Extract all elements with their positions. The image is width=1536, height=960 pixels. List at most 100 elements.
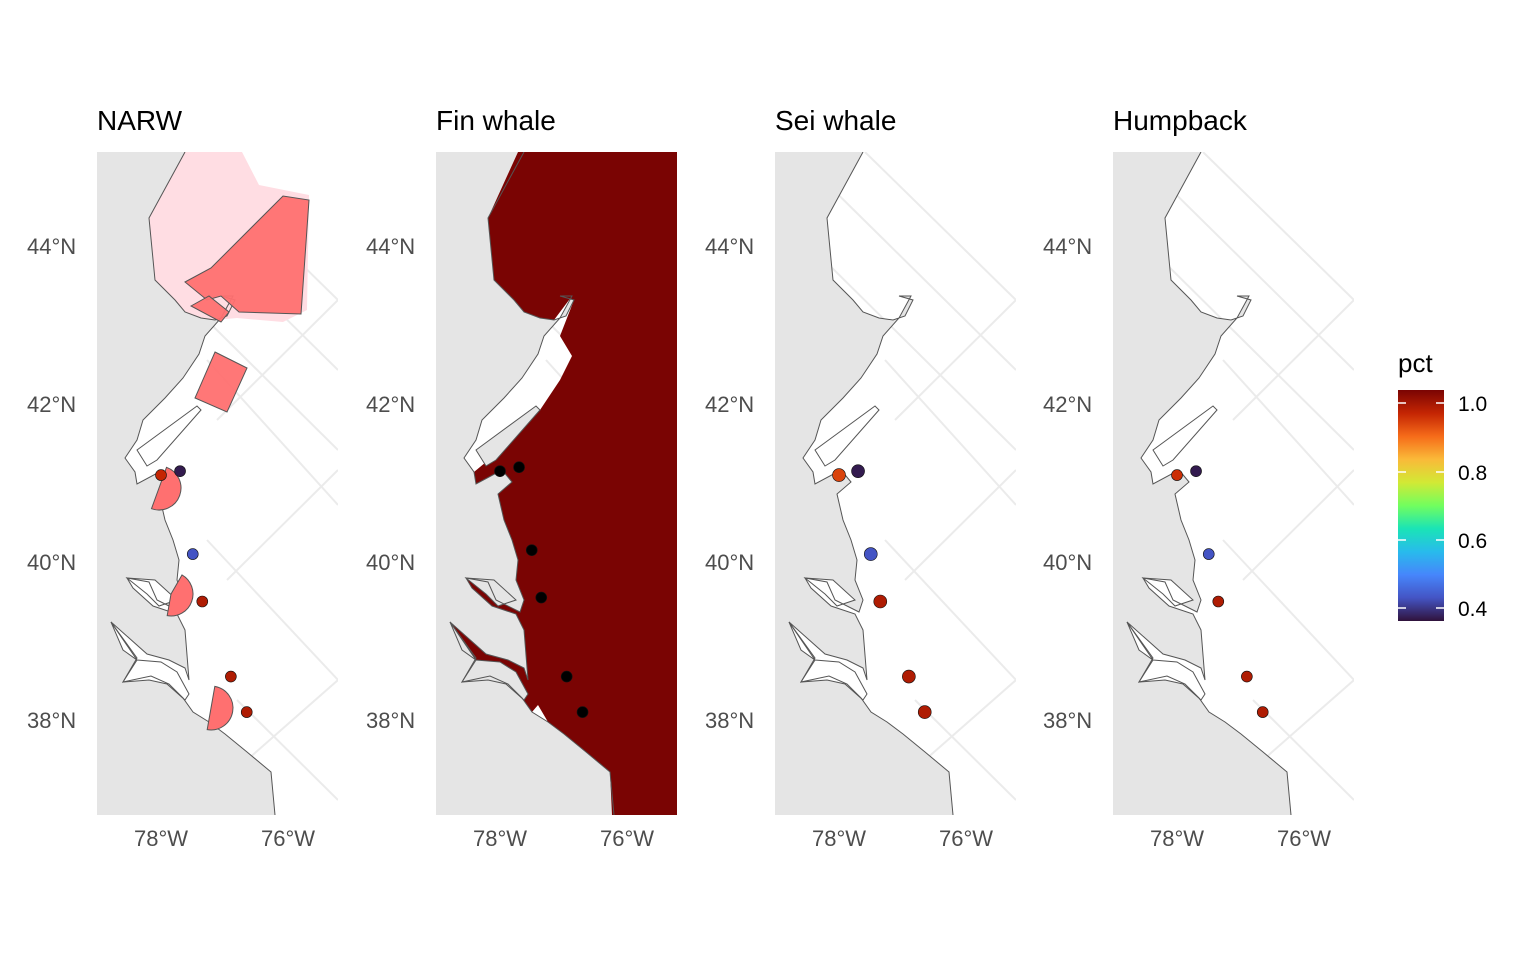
- panel-fin-whale: Fin whale 44°N 42°N 40°N 38°N 78°W 76°W: [366, 105, 677, 851]
- graticule-line: [884, 359, 1016, 506]
- lat-tick-label: 38°N: [1043, 708, 1092, 733]
- lat-tick-label: 38°N: [705, 708, 754, 733]
- sighting-point: [525, 544, 538, 556]
- sighting-point: [1256, 706, 1269, 718]
- sighting-point: [832, 468, 846, 482]
- legend-label-1-0: 1.0: [1458, 393, 1487, 416]
- graticule-line: [1222, 359, 1354, 506]
- panel-title: Sei whale: [775, 105, 896, 136]
- narw-management-zone: [194, 351, 248, 413]
- lat-tick-label: 42°N: [705, 392, 754, 417]
- graticule-line: [1242, 469, 1354, 581]
- legend-label-0-8: 0.8: [1458, 462, 1487, 485]
- lon-tick-label: 76°W: [1277, 826, 1331, 851]
- estuary: [1152, 405, 1218, 467]
- graticule-line: [246, 679, 338, 761]
- sighting-point: [240, 706, 253, 718]
- sighting-point: [1202, 548, 1215, 560]
- map-area: 44°N 42°N 40°N 38°N 78°W 76°W: [366, 152, 677, 851]
- sighting-point: [851, 464, 865, 478]
- lat-tick-label: 40°N: [1043, 550, 1092, 575]
- narw-seasonal-area: [150, 466, 182, 511]
- graticule-line: [226, 469, 338, 581]
- lat-tick-label: 44°N: [366, 234, 415, 259]
- panel-title: Humpback: [1113, 105, 1248, 136]
- graticule-line: [236, 699, 338, 801]
- sighting-points: [494, 461, 589, 718]
- land: [436, 152, 614, 815]
- sighting-point: [196, 595, 209, 608]
- lon-tick-label: 78°W: [812, 826, 866, 851]
- axes: 44°N 42°N 40°N 38°N 78°W 76°W: [705, 234, 993, 851]
- estuary: [464, 577, 517, 607]
- lat-tick-label: 44°N: [27, 234, 76, 259]
- panel-humpback: Humpback 44°N 42°N 40°N 38°N 78°W 76°W: [1043, 105, 1354, 851]
- map-plot: [1113, 152, 1354, 815]
- sighting-point: [1212, 595, 1225, 608]
- narw-management-zone: [189, 295, 230, 323]
- sighting-point: [902, 669, 916, 684]
- lon-tick-label: 78°W: [473, 826, 527, 851]
- graticule-line: [775, 209, 1016, 451]
- panel-title: Fin whale: [436, 105, 556, 136]
- lat-tick-label: 40°N: [27, 550, 76, 575]
- lon-tick-label: 76°W: [600, 826, 654, 851]
- sighting-point: [917, 705, 932, 719]
- lon-tick-label: 78°W: [1150, 826, 1204, 851]
- graticule-line: [1252, 699, 1354, 801]
- map-plot: [436, 152, 677, 815]
- estuary: [136, 405, 202, 467]
- sighting-points: [1171, 465, 1269, 718]
- graticule: [775, 152, 1016, 801]
- coastline: [788, 152, 954, 815]
- estuary: [803, 577, 856, 607]
- lon-tick-label: 76°W: [939, 826, 993, 851]
- sighting-point: [1171, 469, 1183, 481]
- panel-sei-whale: Sei whale 44°N 42°N 40°N 38°N 78°W 76°W: [705, 105, 1016, 851]
- legend-colorbar: [1398, 390, 1444, 621]
- graticule-line: [216, 299, 338, 421]
- panel-title: NARW: [97, 105, 183, 136]
- legend: pct 1.0 0.8 0.6 0.4: [1398, 348, 1488, 621]
- sighting-point: [155, 469, 167, 481]
- sighting-point: [494, 465, 506, 477]
- sighting-point: [576, 706, 589, 718]
- sighting-point: [873, 594, 888, 609]
- sighting-points: [155, 465, 253, 718]
- map-area: 44°N 42°N 40°N 38°N 78°W 76°W: [705, 152, 1016, 851]
- panel-narw: NARW 44°N 42°N 40°N 38°N 78°W 76°W: [27, 105, 338, 851]
- graticule-line: [1232, 299, 1354, 421]
- lat-tick-label: 38°N: [366, 708, 415, 733]
- graticule-line: [206, 539, 338, 681]
- lat-tick-label: 44°N: [705, 234, 754, 259]
- sighting-point: [535, 591, 548, 604]
- lat-tick-label: 42°N: [366, 392, 415, 417]
- sighting-point: [513, 461, 525, 474]
- map-area: 44°N 42°N 40°N 38°N 78°W 76°W: [1043, 152, 1354, 851]
- lon-tick-label: 78°W: [134, 826, 188, 851]
- coastline: [1126, 152, 1292, 815]
- graticule-line: [894, 299, 1016, 421]
- narw-seasonal-area: [166, 574, 194, 617]
- graticule-line: [914, 699, 1016, 801]
- axes: 44°N 42°N 40°N 38°N 78°W 76°W: [27, 234, 315, 851]
- lat-tick-label: 42°N: [1043, 392, 1092, 417]
- sighting-points: [832, 464, 932, 719]
- graticule-line: [1222, 539, 1354, 681]
- lat-tick-label: 44°N: [1043, 234, 1092, 259]
- axes: 44°N 42°N 40°N 38°N 78°W 76°W: [366, 234, 654, 851]
- legend-label-0-6: 0.6: [1458, 530, 1487, 553]
- lon-tick-label: 76°W: [261, 826, 315, 851]
- sighting-point: [225, 670, 237, 683]
- sighting-point: [174, 465, 186, 477]
- lat-tick-label: 40°N: [366, 550, 415, 575]
- lat-tick-label: 42°N: [27, 392, 76, 417]
- graticule-line: [864, 152, 1016, 301]
- sighting-point: [560, 670, 573, 683]
- fin-whale-range: [450, 152, 677, 815]
- estuary: [1141, 577, 1194, 607]
- lat-tick-label: 38°N: [27, 708, 76, 733]
- lat-tick-label: 40°N: [705, 550, 754, 575]
- map-plot: [775, 152, 1016, 815]
- legend-label-0-4: 0.4: [1458, 598, 1488, 621]
